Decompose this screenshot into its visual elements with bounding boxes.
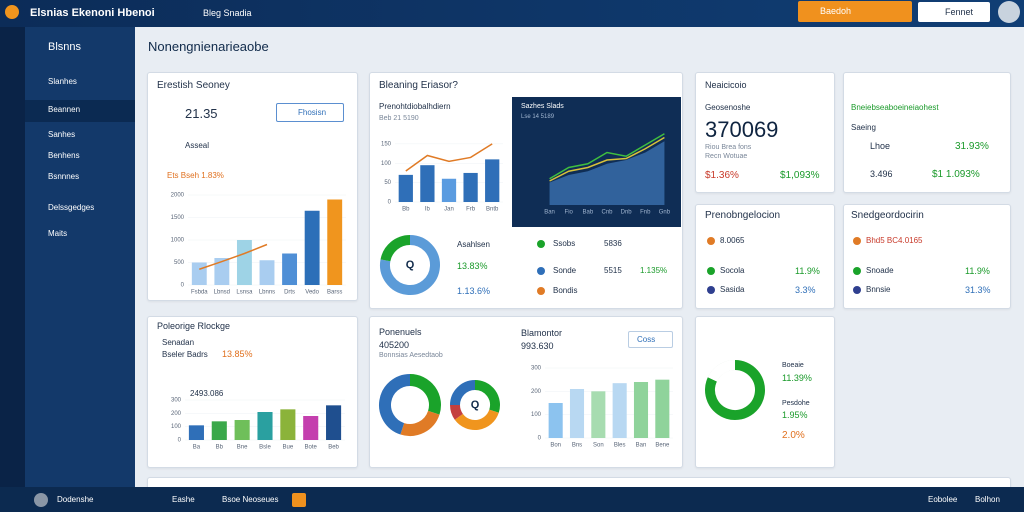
row-name: 3.496 — [870, 169, 893, 179]
label: Saeing — [851, 123, 876, 132]
change: Ets Bseh 1.83% — [167, 171, 224, 180]
action-button[interactable] — [798, 1, 912, 22]
nav-item[interactable]: Sanhes — [48, 130, 76, 139]
legend-change: 13.83% — [457, 261, 488, 271]
row-name: Bhd5 BC4.0165 — [866, 236, 923, 245]
big-value: 370069 — [705, 117, 779, 142]
row-name: 8.0065 — [720, 236, 745, 245]
value: 11.39% — [782, 373, 812, 383]
card — [695, 316, 835, 468]
list-name: Sonde — [553, 266, 577, 275]
logo — [5, 5, 19, 19]
change-up: $1,093% — [780, 170, 820, 181]
value: 1.95% — [782, 410, 808, 420]
value: 2493.086 — [190, 389, 224, 398]
card-title: Erestish Seoney — [157, 80, 230, 91]
kpi-value: 21.35 — [185, 106, 218, 121]
row-name: Bnnsie — [866, 285, 891, 294]
filter-label: Asseal — [185, 141, 210, 150]
list-value: 5515 — [604, 266, 622, 275]
caption: Beb 21 5190 — [379, 115, 419, 122]
list-name: Bondis — [553, 286, 578, 295]
sub-title: Sazhes Slads — [521, 103, 564, 110]
nav-item[interactable]: Benhens — [48, 151, 80, 160]
card — [695, 204, 835, 309]
row-name: Sasida — [720, 285, 745, 294]
avatar[interactable] — [998, 1, 1020, 23]
row-name: Lhoe — [870, 141, 891, 151]
tab[interactable]: Eashe — [172, 495, 195, 504]
row-value: 31.93% — [955, 141, 989, 152]
value: 2.0% — [782, 430, 805, 441]
row-value: 3.3% — [795, 285, 816, 295]
row-value: 11.9% — [965, 266, 990, 276]
card — [695, 72, 835, 193]
list-value: 5836 — [604, 239, 622, 248]
card-title: Bneiebseaboeineiaohest — [851, 103, 939, 112]
card — [147, 316, 358, 468]
nav-item[interactable]: Maits — [48, 229, 68, 238]
app-title: Elsnias Ekenoni Hbenoi — [30, 7, 155, 19]
label: Pesdohe — [782, 400, 810, 407]
nav-link[interactable]: Bleg Snadia — [203, 8, 252, 18]
row-value: 31.3% — [965, 285, 991, 295]
search-text: Fennet — [945, 7, 974, 17]
nav-item[interactable]: Beannen — [48, 105, 81, 114]
card-title: Neaicicoio — [705, 80, 747, 90]
note: Recn Wotuae — [705, 153, 748, 160]
sub: Bseler Badrs — [162, 350, 208, 359]
value: 405200 — [379, 340, 410, 350]
sub: Bonnsias Aesedtaob — [379, 352, 443, 359]
action-button-label: Baedoh — [820, 6, 852, 16]
filter-button[interactable] — [276, 103, 344, 122]
nav-item[interactable]: Slanhes — [48, 77, 77, 86]
card — [843, 72, 1011, 193]
row-value: $1 1.093% — [932, 169, 980, 180]
badge — [292, 493, 306, 507]
label: Geosenoshe — [705, 103, 751, 112]
dropdown[interactable] — [628, 331, 673, 348]
list-change: 1.135% — [640, 266, 668, 275]
card-title: Snedgeordocirin — [851, 210, 924, 221]
card-title: Bleaning Eriasor? — [379, 80, 458, 91]
label: Blamontor — [521, 328, 563, 338]
row-value: 11.9% — [795, 266, 820, 276]
active-item — [25, 100, 135, 122]
row-name: Snoade — [866, 266, 894, 275]
page-title: Nonengnienarieaobe — [148, 39, 269, 54]
value: 993.630 — [521, 341, 554, 351]
search-box[interactable] — [918, 2, 990, 22]
change-down: $1.36% — [705, 170, 739, 181]
list-name: Ssobs — [553, 239, 576, 248]
user-name: Dodenshe — [57, 495, 94, 504]
label: Boeaie — [782, 362, 804, 369]
tab[interactable]: Bsoe Neoseues — [222, 495, 279, 504]
bottombar — [0, 487, 1024, 512]
status: Eobolee — [928, 495, 958, 504]
card — [843, 204, 1011, 309]
legend-sub: 1.13.6% — [457, 286, 491, 296]
note: Riou Brea fons — [705, 144, 752, 151]
status: Bolhon — [975, 495, 1000, 504]
user-avatar — [34, 493, 48, 507]
nav-item[interactable]: Delssgedges — [48, 203, 95, 212]
nav-item[interactable]: Bsnnnes — [48, 172, 80, 181]
card-title: Prenobngelocion — [705, 210, 781, 221]
sidebar — [25, 27, 135, 487]
dropdown-label: Coss — [637, 335, 656, 344]
label: Senadan — [162, 338, 195, 347]
button-label: Fhosisn — [298, 108, 327, 117]
card-title: Poleorige Rlockge — [157, 321, 231, 331]
icon-rail — [0, 27, 25, 487]
sub-title: Prenohtdiobalhdiern — [379, 102, 451, 111]
sidebar-header: Blsnns — [48, 41, 82, 53]
change: 13.85% — [222, 349, 253, 359]
legend-name: Asahlsen — [457, 240, 490, 249]
caption: Lse 14 5189 — [521, 114, 555, 120]
row-name: Socola — [720, 266, 745, 275]
card-title: Ponenuels — [379, 327, 422, 337]
